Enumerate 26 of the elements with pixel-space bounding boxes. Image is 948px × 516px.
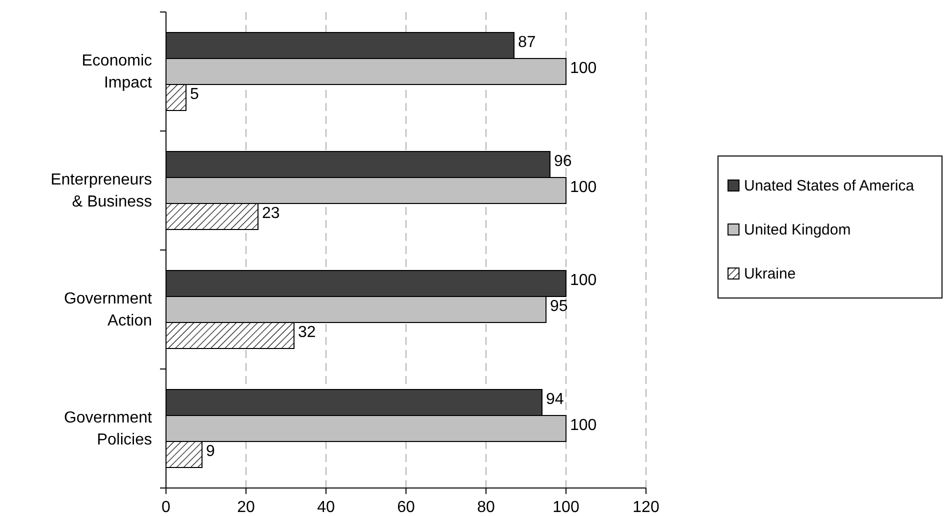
x-tick-label: 40 bbox=[317, 499, 335, 516]
data-label: 100 bbox=[570, 272, 597, 289]
data-label: 9 bbox=[206, 443, 215, 460]
data-label: 32 bbox=[298, 324, 316, 341]
legend-label: United Kingdom bbox=[744, 222, 851, 238]
y-tick-label: Economic Impact bbox=[82, 52, 153, 91]
x-tick-label: 100 bbox=[552, 499, 580, 516]
x-tick-label: 120 bbox=[632, 499, 660, 516]
data-label: 100 bbox=[570, 179, 597, 196]
data-label: 94 bbox=[546, 391, 564, 408]
y-tick-label: Government Policies bbox=[64, 409, 153, 448]
x-tick-label: 60 bbox=[397, 499, 415, 516]
data-label: 96 bbox=[554, 153, 572, 170]
data-label: 87 bbox=[518, 34, 536, 51]
y-tick-label: Enterpreneurs & Business bbox=[50, 171, 152, 210]
data-label: 5 bbox=[190, 86, 199, 103]
y-tick-label: Government Action bbox=[64, 290, 153, 329]
legend-label: Ukraine bbox=[744, 266, 796, 282]
data-label: 95 bbox=[550, 298, 568, 315]
data-label: 100 bbox=[570, 417, 597, 434]
x-tick-label: 80 bbox=[477, 499, 495, 516]
legend-label: Unated States of America bbox=[744, 178, 915, 194]
x-tick-label: 0 bbox=[162, 499, 171, 516]
data-label: 23 bbox=[262, 205, 280, 222]
x-tick-label: 20 bbox=[237, 499, 255, 516]
data-label: 100 bbox=[570, 60, 597, 77]
